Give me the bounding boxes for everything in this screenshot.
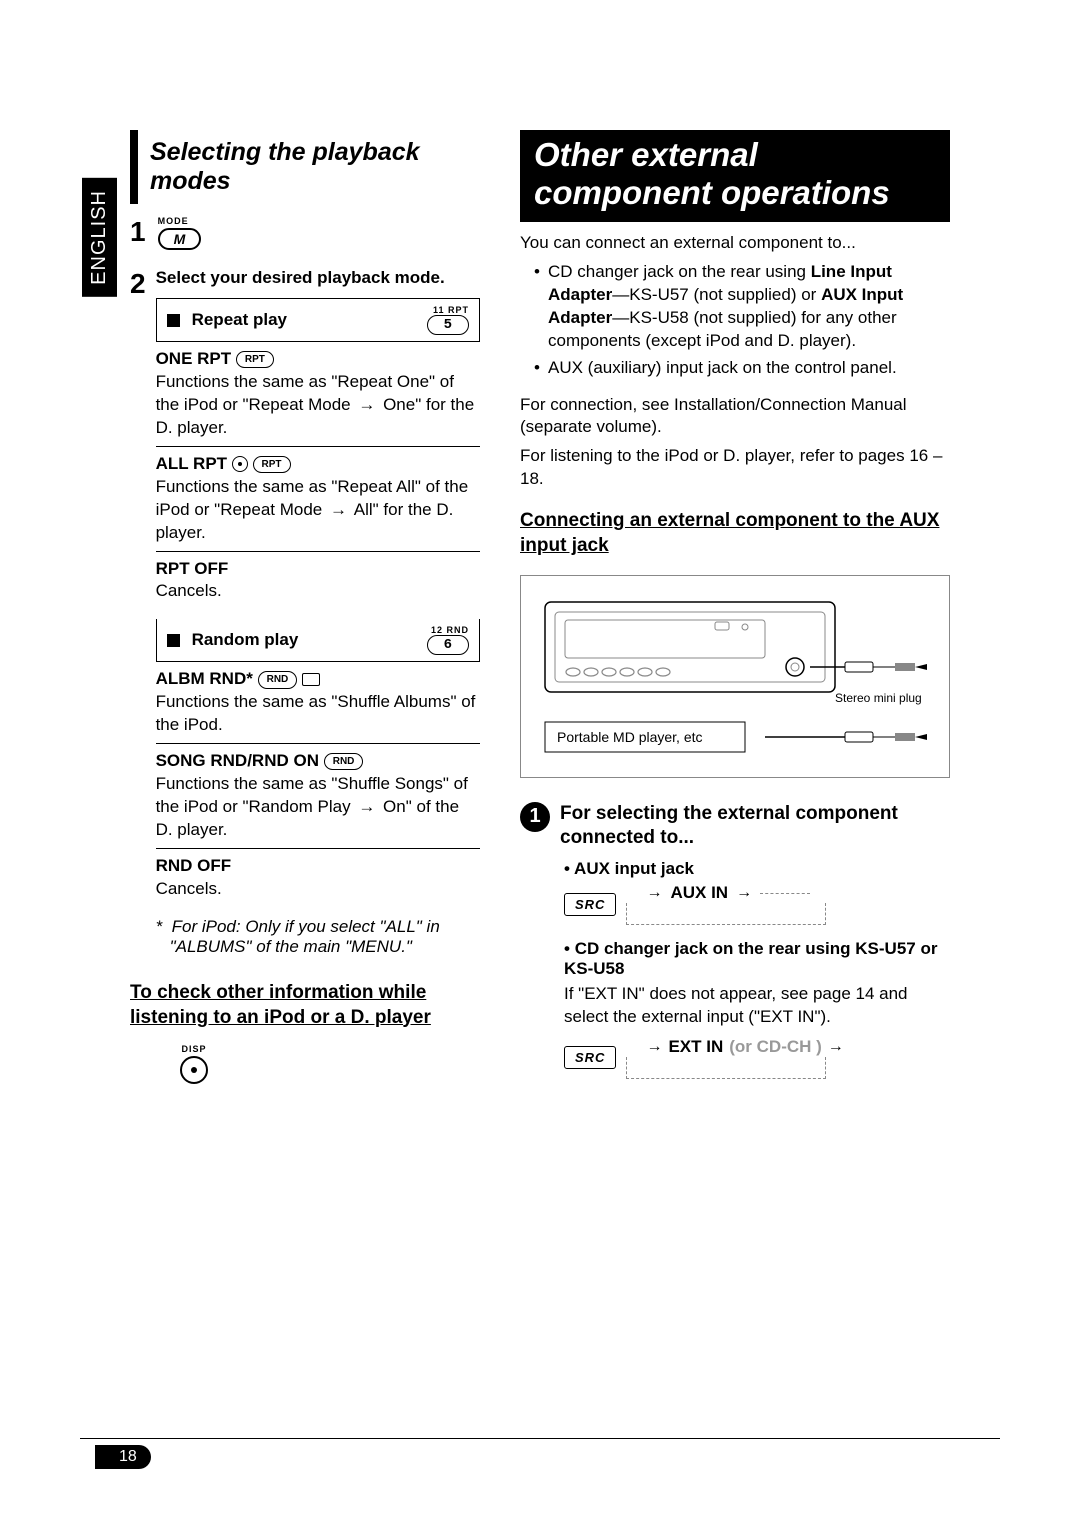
step-number-circle: 1 [520, 802, 550, 832]
step-block: 1 For selecting the external component c… [520, 802, 950, 851]
page-number: 18 [95, 1445, 151, 1469]
language-tab: ENGLISH [82, 178, 117, 297]
mode-item: ALL RPT RPTFunctions the same as "Repeat… [156, 447, 480, 552]
mode-item: RND OFFCancels. [156, 849, 480, 907]
footnote: * For iPod: Only if you select "ALL" in … [156, 907, 480, 957]
disp-label: DISP [180, 1044, 208, 1054]
diagram-svg: Stereo mini plug Portable MD player, etc [535, 592, 935, 762]
list-item: AUX (auxiliary) input jack on the contro… [534, 357, 950, 380]
ext-in-text: EXT IN [668, 1037, 723, 1057]
section-title: Selecting the playback modes [130, 130, 480, 204]
connection-text: For connection, see Installation/Connect… [520, 394, 950, 440]
right-title: Other external component operations [534, 136, 936, 212]
footer-line [80, 1438, 1000, 1439]
right-column: Other external component operations You … [520, 130, 950, 1093]
mode-item: SONG RND/RND ON RNDFunctions the same as… [156, 744, 480, 849]
mode-item: ONE RPT RPTFunctions the same as "Repeat… [156, 342, 480, 447]
disp-button: DISP [180, 1044, 208, 1084]
display-number: 6 [427, 635, 469, 655]
disc-icon [232, 456, 248, 472]
repeat-play-box: Repeat play 11 RPT 5 [156, 298, 480, 342]
aux-in-text: AUX IN [670, 883, 728, 903]
display-indicator: 12 RND [427, 625, 469, 635]
step-number: 2 [130, 268, 146, 300]
aux-jack-label: AUX input jack [520, 859, 950, 879]
ext-in-note: If "EXT IN" does not appear, see page 14… [520, 983, 950, 1029]
tag-badge: RPT [253, 456, 291, 474]
tag-badge: RND [258, 671, 298, 689]
tag-badge: RND [324, 753, 364, 771]
right-title-box: Other external component operations [520, 130, 950, 222]
src-button: SRC [564, 1046, 616, 1069]
step-text: For selecting the external component con… [560, 802, 950, 851]
check-info-heading: To check other information while listeni… [130, 981, 480, 1030]
step-number: 1 [130, 216, 146, 248]
md-player-label: Portable MD player, etc [557, 729, 703, 745]
step2-text: Select your desired playback mode. [156, 268, 480, 288]
square-icon [167, 634, 180, 647]
display-indicator: 11 RPT [427, 305, 469, 315]
bullet-list: CD changer jack on the rear using Line I… [520, 261, 950, 380]
square-icon [167, 314, 180, 327]
src-flow-aux: SRC → AUX IN → [520, 883, 950, 925]
display-number: 5 [427, 315, 469, 335]
repeat-label: Repeat play [192, 310, 427, 330]
src-flow-ext: SRC → EXT IN (or CD-CH ) → [520, 1037, 950, 1079]
m-button: M [158, 228, 202, 250]
listening-text: For listening to the iPod or D. player, … [520, 445, 950, 491]
intro-text: You can connect an external component to… [520, 232, 950, 255]
mode-item: RPT OFFCancels. [156, 552, 480, 610]
circle-button-icon [180, 1056, 208, 1084]
cd-ch-text: (or CD-CH ) [729, 1037, 822, 1057]
stereo-plug-label: Stereo mini plug [835, 691, 922, 705]
random-label: Random play [192, 630, 427, 650]
src-button: SRC [564, 893, 616, 916]
mode-item: ALBM RND* RND Functions the same as "Shu… [156, 662, 480, 744]
list-item: CD changer jack on the rear using Line I… [534, 261, 950, 353]
folder-icon [302, 673, 320, 686]
aux-heading: Connecting an external component to the … [520, 509, 950, 558]
tag-badge: RPT [236, 351, 274, 369]
cd-changer-label: CD changer jack on the rear using KS-U57… [520, 939, 950, 979]
left-column: Selecting the playback modes 1 MODE M 2 … [80, 130, 480, 1093]
step-2: 2 Select your desired playback mode. Rep… [130, 268, 480, 957]
mode-button: MODE M [158, 216, 202, 250]
step-1: 1 MODE M [130, 216, 480, 250]
device-diagram: Stereo mini plug Portable MD player, etc [520, 575, 950, 778]
random-play-box: Random play 12 RND 6 [156, 619, 480, 662]
mode-label: MODE [158, 216, 202, 226]
